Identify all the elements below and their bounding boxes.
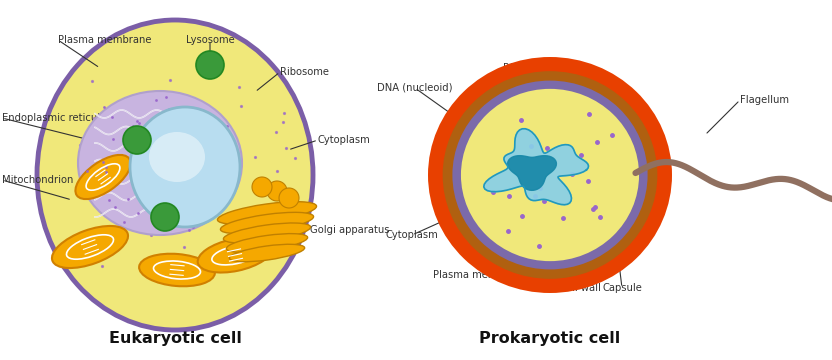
- Ellipse shape: [196, 51, 224, 79]
- Ellipse shape: [198, 238, 272, 273]
- Ellipse shape: [279, 188, 299, 208]
- Ellipse shape: [220, 212, 314, 234]
- Ellipse shape: [139, 254, 215, 286]
- Ellipse shape: [130, 107, 240, 227]
- Ellipse shape: [37, 20, 313, 330]
- Ellipse shape: [453, 81, 647, 269]
- Ellipse shape: [151, 203, 179, 231]
- Polygon shape: [483, 129, 588, 205]
- Ellipse shape: [461, 89, 639, 261]
- Text: Mitochondrion: Mitochondrion: [2, 175, 73, 185]
- Text: Capsule: Capsule: [602, 283, 642, 293]
- Text: Ribosome: Ribosome: [503, 63, 552, 73]
- Text: Cell wall: Cell wall: [559, 283, 601, 293]
- Text: DNA (nucleoid): DNA (nucleoid): [377, 83, 453, 93]
- Ellipse shape: [52, 226, 128, 268]
- Ellipse shape: [149, 132, 205, 182]
- Ellipse shape: [224, 223, 310, 243]
- Text: Cytoplasm: Cytoplasm: [385, 230, 438, 240]
- Ellipse shape: [230, 244, 305, 262]
- Ellipse shape: [428, 57, 672, 293]
- Ellipse shape: [123, 126, 151, 154]
- Text: Endoplasmic reticulum: Endoplasmic reticulum: [2, 113, 116, 123]
- Text: Eukaryotic cell: Eukaryotic cell: [108, 330, 241, 346]
- Text: Lysosome: Lysosome: [186, 35, 235, 45]
- Ellipse shape: [226, 234, 308, 252]
- Ellipse shape: [252, 177, 272, 197]
- Ellipse shape: [217, 202, 316, 224]
- Polygon shape: [508, 156, 557, 190]
- Text: Plasma membrane: Plasma membrane: [58, 35, 151, 45]
- Ellipse shape: [267, 181, 287, 201]
- Ellipse shape: [76, 155, 131, 199]
- Text: Flagellum: Flagellum: [740, 95, 789, 105]
- Text: Plasma membrane: Plasma membrane: [433, 270, 527, 280]
- Text: Cytoplasm: Cytoplasm: [318, 135, 371, 145]
- Text: Golgi apparatus: Golgi apparatus: [310, 225, 389, 235]
- Text: Ribosome: Ribosome: [280, 67, 329, 77]
- Ellipse shape: [443, 71, 657, 279]
- Text: Prokaryotic cell: Prokaryotic cell: [479, 330, 621, 346]
- Ellipse shape: [78, 91, 242, 235]
